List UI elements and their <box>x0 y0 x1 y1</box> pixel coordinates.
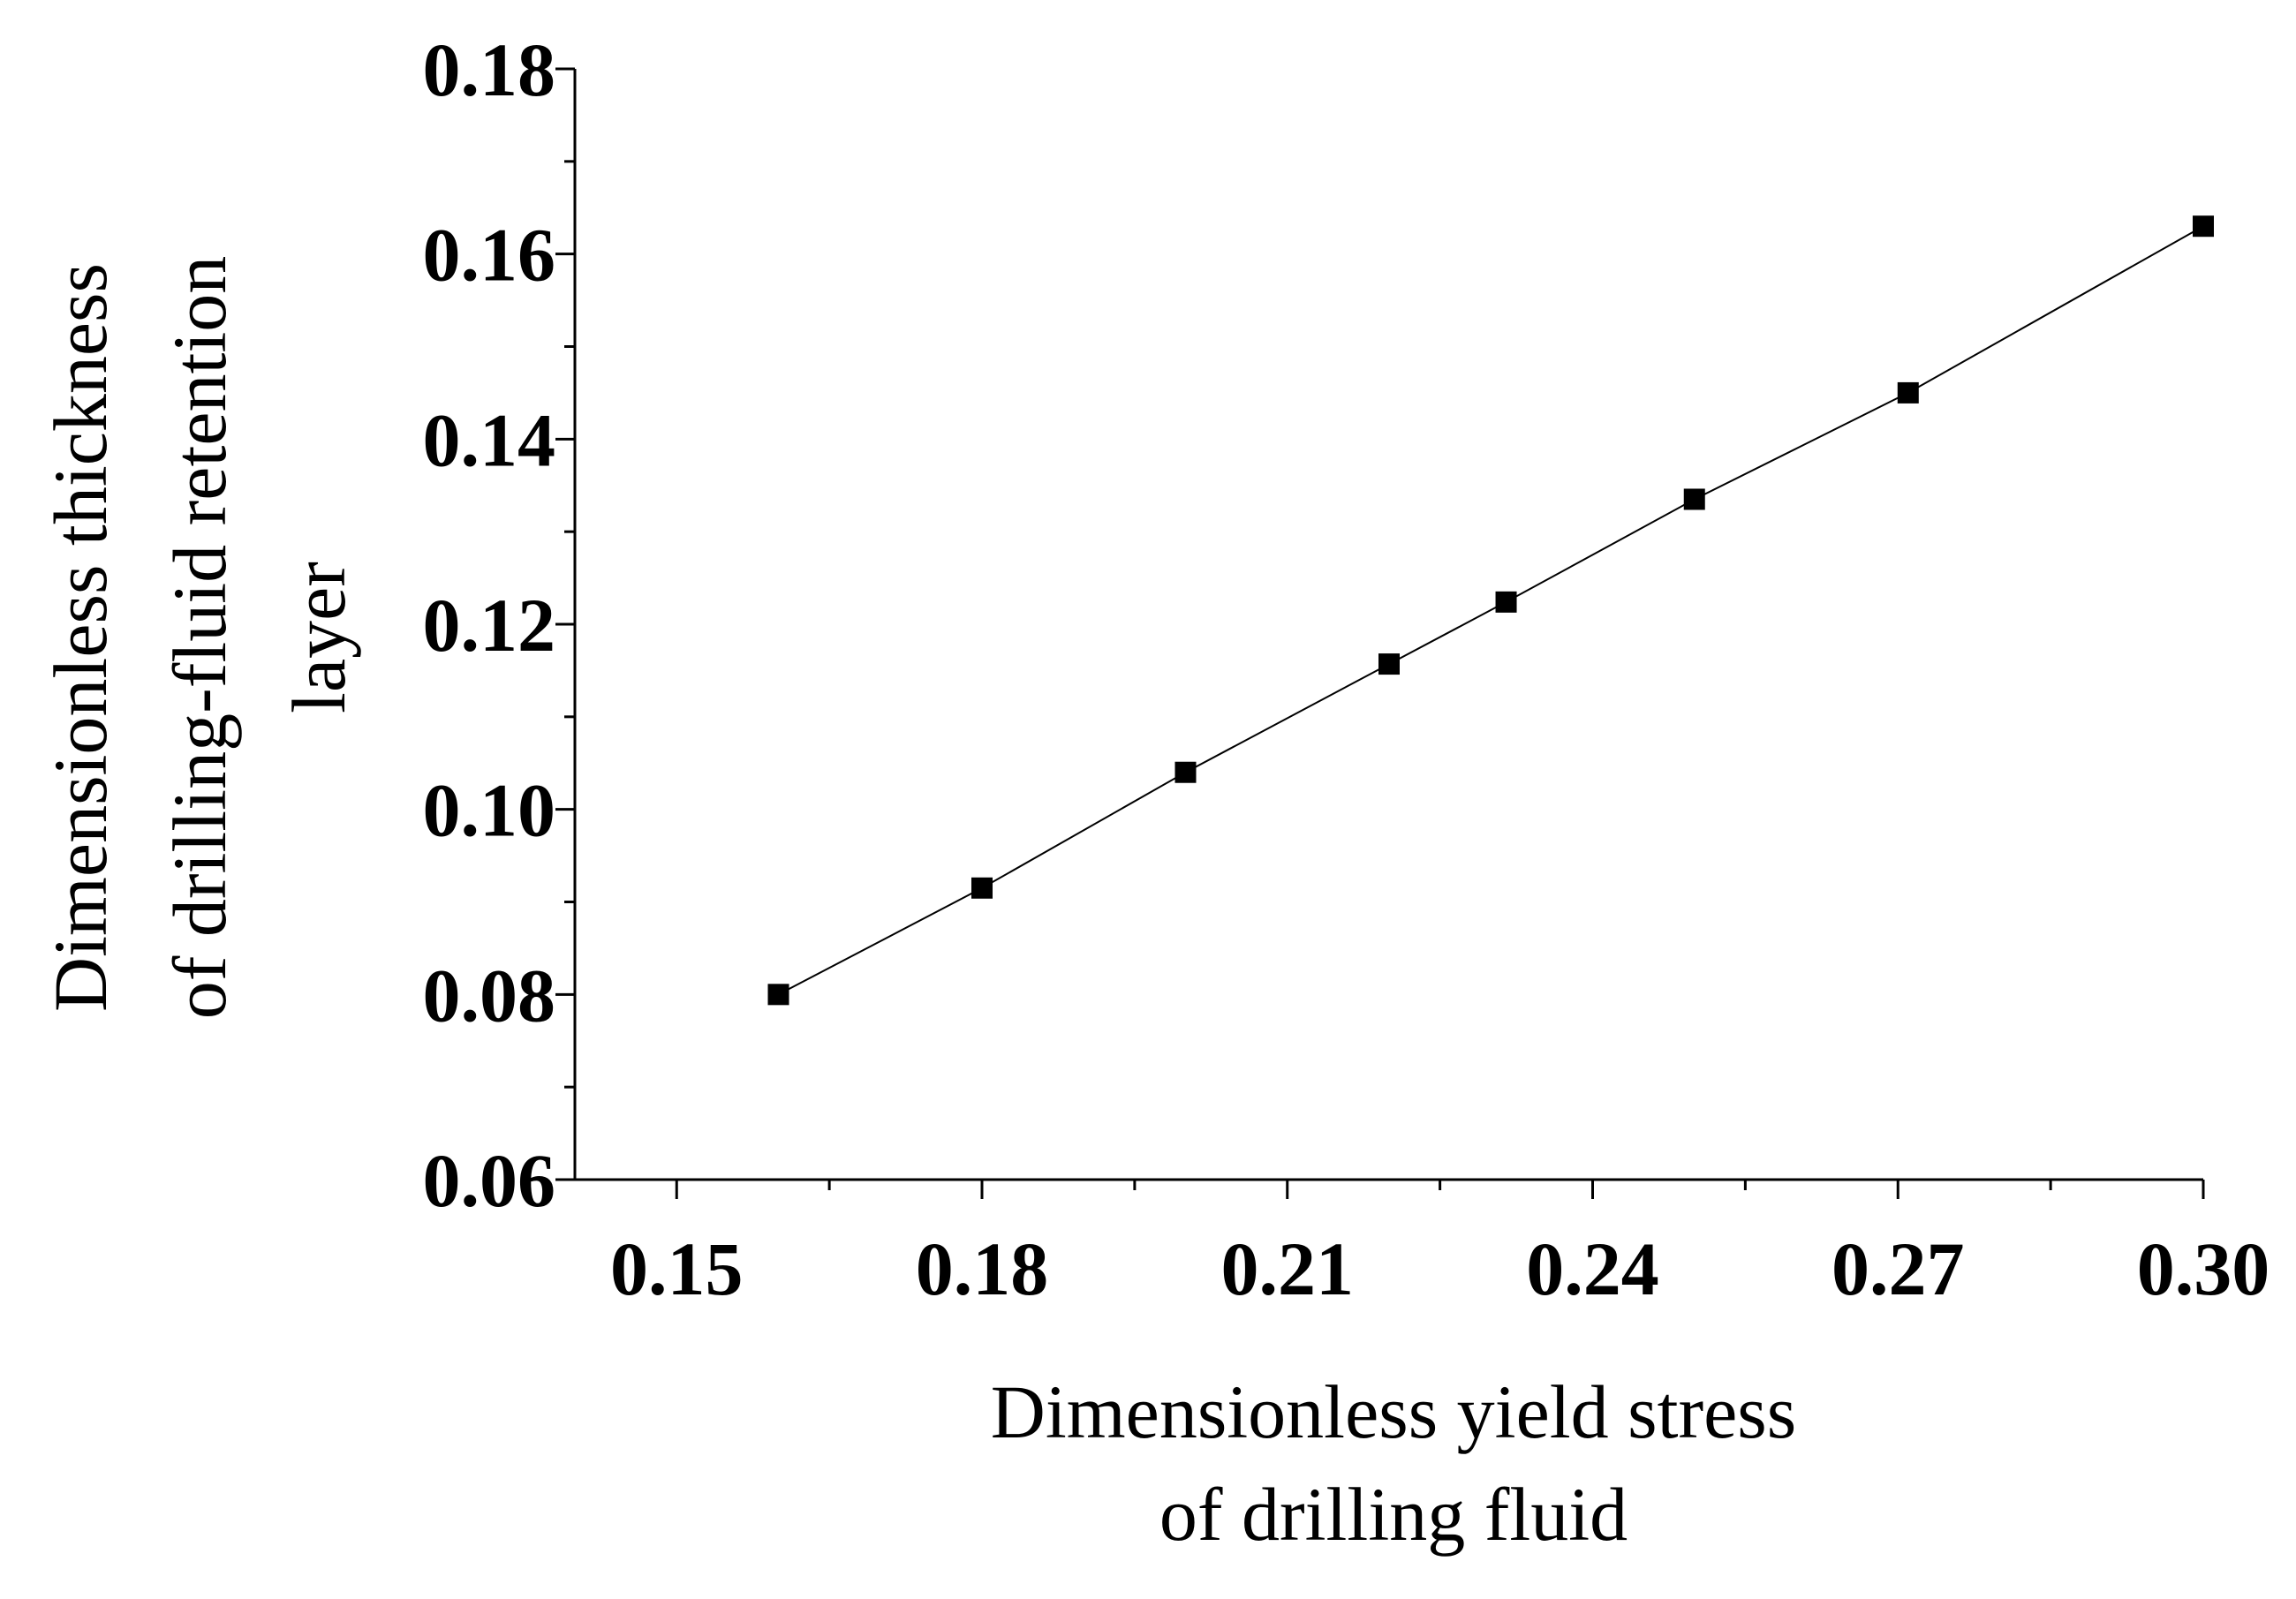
x-axis-title: of drilling fluid <box>1159 1472 1628 1557</box>
y-tick-label: 0.14 <box>423 397 556 482</box>
y-tick-label: 0.06 <box>423 1138 556 1223</box>
x-tick-label: 0.21 <box>1221 1226 1355 1311</box>
x-tick-label: 0.15 <box>610 1226 744 1311</box>
data-point <box>1683 488 1705 510</box>
x-axis-title: Dimensionless yield stress <box>991 1369 1797 1454</box>
y-tick-label: 0.12 <box>423 583 556 668</box>
data-point <box>767 984 789 1006</box>
y-tick-label: 0.08 <box>423 953 556 1037</box>
y-axis-ticks: 0.06 0.08 0.10 0.12 0.14 0.16 0.18 <box>423 27 575 1223</box>
x-tick-label: 0.27 <box>1832 1226 1965 1311</box>
y-tick-label: 0.10 <box>423 768 556 853</box>
x-axis-ticks: 0.15 0.18 0.21 0.24 0.27 0.30 <box>610 1180 2270 1311</box>
y-axis-title: Dimensionless thickness <box>38 263 123 1012</box>
x-tick-label: 0.30 <box>2137 1226 2270 1311</box>
data-point <box>1897 381 1919 404</box>
series-line <box>778 225 2204 996</box>
y-tick-label: 0.18 <box>423 27 556 112</box>
data-point <box>2193 215 2214 238</box>
x-tick-label: 0.18 <box>916 1226 1049 1311</box>
data-point <box>1378 653 1400 675</box>
y-axis-title: layer <box>276 562 361 713</box>
series-group <box>767 215 2214 1006</box>
axis-titles: Dimensionless yield stress of drilling fl… <box>38 256 1796 1557</box>
data-point <box>1174 761 1197 783</box>
y-axis-title: of drilling-fluid retention <box>157 256 242 1020</box>
x-tick-label: 0.24 <box>1526 1226 1659 1311</box>
data-point <box>1495 591 1517 613</box>
axes <box>573 69 2203 1181</box>
data-point <box>971 877 993 899</box>
y-tick-label: 0.16 <box>423 213 556 298</box>
